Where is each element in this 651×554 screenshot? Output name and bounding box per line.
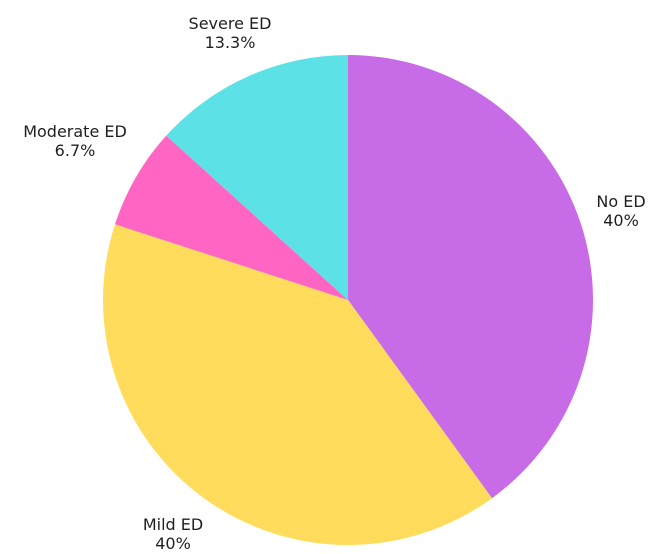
slice-label-moderate-ed: Moderate ED 6.7%	[23, 122, 127, 160]
slice-label-no-ed: No ED 40%	[596, 192, 645, 230]
pie-slices	[102, 54, 594, 546]
slice-percent-label: 40%	[155, 534, 191, 553]
slice-category-label: Mild ED	[143, 515, 203, 534]
slice-category-label: No ED	[596, 192, 645, 211]
slice-percent-label: 40%	[603, 211, 639, 230]
slice-label-severe-ed: Severe ED 13.3%	[189, 14, 272, 52]
slice-percent-label: 13.3%	[205, 33, 256, 52]
pie-slice-mild-ed	[102, 224, 493, 546]
slice-category-label: Severe ED	[189, 14, 272, 33]
slice-percent-label: 6.7%	[55, 141, 96, 160]
pie-labels: No ED 40%Mild ED 40%Moderate ED 6.7%Severe …	[23, 14, 645, 553]
slice-label-mild-ed: Mild ED 40%	[143, 515, 203, 553]
pie-slice-no-ed	[348, 55, 594, 499]
slice-category-label: Moderate ED	[23, 122, 127, 141]
pie-slice-severe-ed	[166, 54, 348, 300]
pie-slice-moderate-ed	[114, 135, 349, 300]
